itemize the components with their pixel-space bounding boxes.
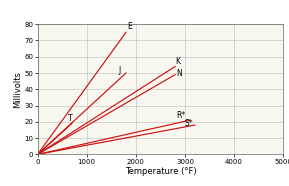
Y-axis label: Millivolts: Millivolts xyxy=(13,71,22,108)
Text: S*: S* xyxy=(185,119,194,128)
Text: J: J xyxy=(118,66,121,75)
Text: K: K xyxy=(176,57,181,66)
Text: E: E xyxy=(127,22,132,31)
Text: N: N xyxy=(176,69,182,78)
Text: Thermocouple Millivolts*/Temperature Curves: Thermocouple Millivolts*/Temperature Cur… xyxy=(33,6,256,15)
Text: R*: R* xyxy=(176,111,185,120)
Text: T: T xyxy=(68,114,73,124)
X-axis label: Temperature (°F): Temperature (°F) xyxy=(125,167,196,176)
